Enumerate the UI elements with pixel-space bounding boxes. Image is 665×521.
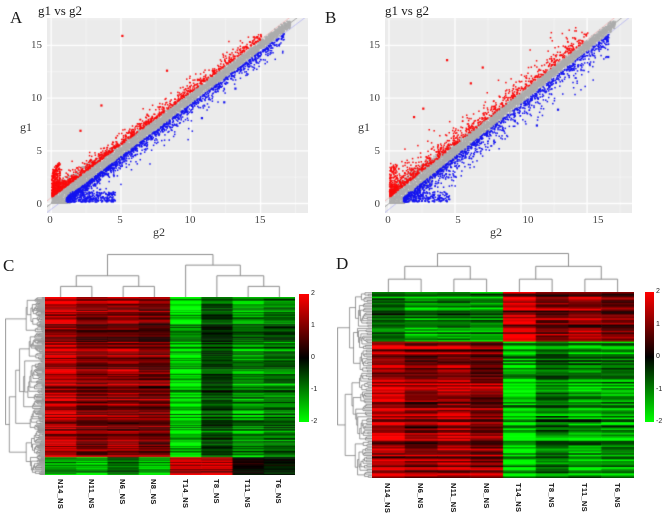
panel-c-row-dendrogram xyxy=(5,297,45,475)
panel-d-col-label: T8_NS xyxy=(547,483,557,508)
panel-d-color-key xyxy=(645,292,654,422)
panel-c-key-tick: -2 xyxy=(311,418,318,425)
panel-b-xtick: 0 xyxy=(385,214,391,226)
panel-d-row-dendrogram xyxy=(337,292,372,478)
panel-b-ytick: 15 xyxy=(369,39,380,51)
panel-c-key-tick: -1 xyxy=(311,386,318,393)
panel-d-letter: D xyxy=(336,254,349,273)
panel-d-col-label: T14_NS xyxy=(514,483,524,513)
scatter-plot-b xyxy=(385,18,632,213)
panel-b-ytick: 5 xyxy=(374,145,381,157)
panel-c-col-label: N14_NS xyxy=(55,479,65,510)
panel-b-xtick: 15 xyxy=(592,214,604,226)
scatter-plot-a xyxy=(47,18,308,213)
panel-a-ylabel: g1 xyxy=(20,120,32,134)
panel-d-col-label: N8_NS xyxy=(481,483,491,509)
panel-c-key-tick: 0 xyxy=(311,354,315,361)
panel-a-ytick: 5 xyxy=(36,145,43,157)
panel-a-xlabel: g2 xyxy=(153,225,165,239)
panel-c-key-tick: 2 xyxy=(311,290,315,297)
panel-a-ytick: 10 xyxy=(31,92,42,104)
panel-b-xtick: 5 xyxy=(455,214,461,226)
panel-a-title: g1 vs g2 xyxy=(38,3,83,18)
panel-c-column-dendrogram xyxy=(45,253,295,297)
panel-c-col-label: N11_NS xyxy=(86,479,96,509)
panel-b-ylabel: g1 xyxy=(358,120,370,134)
panel-c-col-label: T11_NS xyxy=(243,479,253,508)
panel-a-xtick: 5 xyxy=(117,214,123,226)
panel-a-xtick: 0 xyxy=(47,214,53,226)
panel-b-xlabel: g2 xyxy=(490,225,502,239)
panel-c-key-tick: 1 xyxy=(311,322,315,329)
panel-c-col-label: T14_NS xyxy=(180,479,190,509)
panel-a-letter: A xyxy=(10,8,23,27)
panel-b-title: g1 vs g2 xyxy=(385,3,430,18)
panel-d-key-tick: 1 xyxy=(656,320,660,328)
panel-d-heatmap xyxy=(372,292,634,478)
panel-c-letter: C xyxy=(3,256,15,275)
panel-a-xtick: 15 xyxy=(254,214,266,226)
panel-d-col-label: T11_NS xyxy=(579,483,589,512)
panel-b-ytick: 0 xyxy=(374,198,381,210)
panel-d-col-label: N14_NS xyxy=(383,483,393,514)
panel-d-col-label: N6_NS xyxy=(416,483,426,509)
panel-b-letter: B xyxy=(325,8,337,27)
panel-b-ytick: 10 xyxy=(369,92,380,104)
panel-a-ytick: 0 xyxy=(36,198,43,210)
panel-c-col-label: N8_NS xyxy=(149,479,159,505)
panel-d-col-label: N11_NS xyxy=(448,483,458,513)
panel-d-column-dendrogram xyxy=(372,252,634,292)
panel-d-col-label: T6_NS xyxy=(612,483,622,508)
panel-b-xtick: 10 xyxy=(522,214,534,226)
panel-d-key-tick: -2 xyxy=(656,418,663,425)
panel-a-ytick: 15 xyxy=(31,39,42,51)
panel-a-xtick: 10 xyxy=(184,214,196,226)
panel-c-col-label: T8_NS xyxy=(211,479,221,504)
panel-d-key-tick: -1 xyxy=(656,385,663,393)
panel-c-col-label: N6_NS xyxy=(118,479,128,505)
panel-c-heatmap xyxy=(45,297,295,475)
panel-d-key-tick: 0 xyxy=(656,353,660,360)
panel-c-color-key xyxy=(299,294,309,422)
panel-c-col-label: T6_NS xyxy=(274,479,284,504)
panel-d-key-tick: 2 xyxy=(656,288,660,295)
